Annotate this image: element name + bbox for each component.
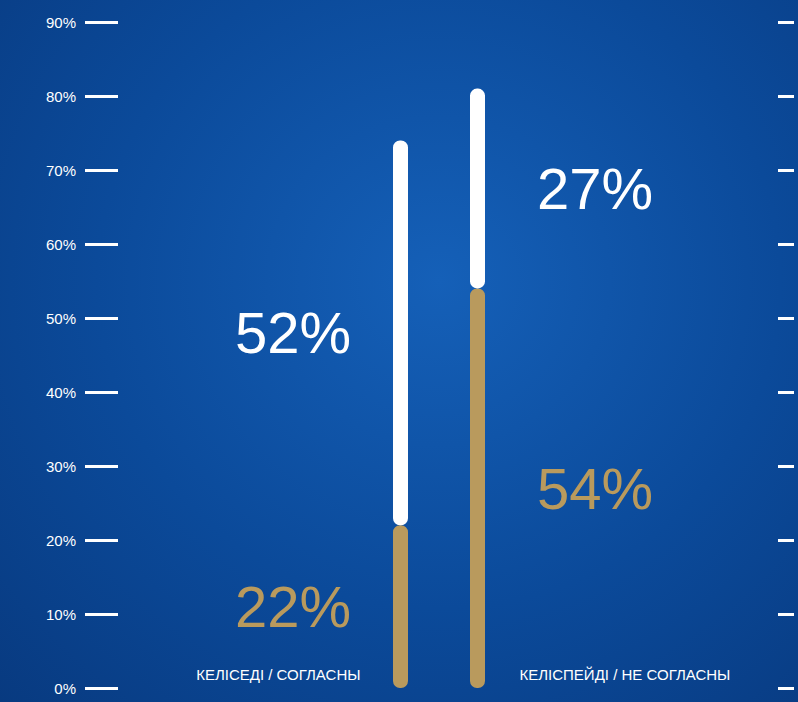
svg-text:40%: 40%	[46, 384, 76, 401]
svg-text:50%: 50%	[46, 310, 76, 327]
svg-text:70%: 70%	[46, 162, 76, 179]
svg-text:27%: 27%	[537, 156, 653, 221]
svg-text:60%: 60%	[46, 236, 76, 253]
svg-text:22%: 22%	[235, 574, 351, 639]
svg-text:54%: 54%	[537, 456, 653, 521]
svg-text:30%: 30%	[46, 458, 76, 475]
svg-text:КЕЛІСЕДІ / СОГЛАСНЫ: КЕЛІСЕДІ / СОГЛАСНЫ	[196, 666, 360, 683]
svg-text:0%: 0%	[54, 680, 76, 697]
svg-text:10%: 10%	[46, 606, 76, 623]
svg-text:52%: 52%	[235, 300, 351, 365]
svg-text:КЕЛІСПЕЙДІ / НЕ СОГЛАСНЫ: КЕЛІСПЕЙДІ / НЕ СОГЛАСНЫ	[520, 666, 731, 683]
svg-text:80%: 80%	[46, 88, 76, 105]
svg-text:20%: 20%	[46, 532, 76, 549]
svg-text:90%: 90%	[46, 14, 76, 31]
